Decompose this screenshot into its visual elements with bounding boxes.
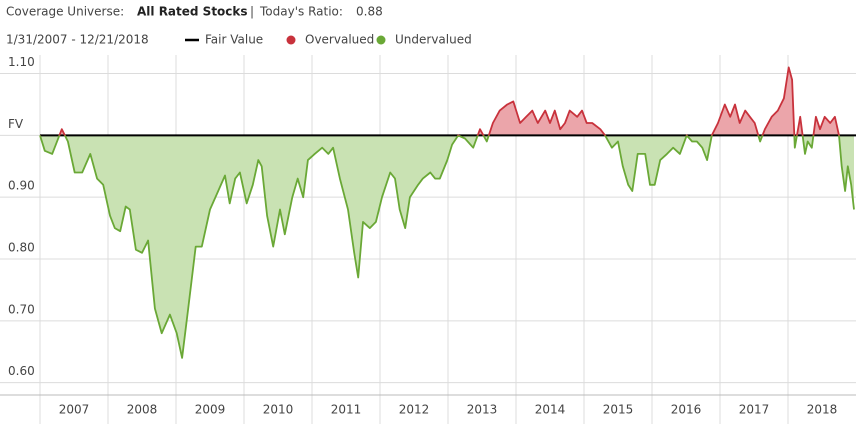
x-tick-label: 2018 <box>807 403 838 417</box>
x-tick-label: 2010 <box>263 403 294 417</box>
y-tick-label: 0.70 <box>8 302 35 316</box>
x-tick-label: 2008 <box>127 403 158 417</box>
valuation-area <box>40 67 854 358</box>
x-tick-label: 2017 <box>739 403 770 417</box>
y-tick-label: 0.60 <box>8 364 35 378</box>
x-tick-label: 2016 <box>671 403 702 417</box>
legend-label: Fair Value <box>205 33 263 47</box>
x-tick-label: 2015 <box>603 403 634 417</box>
valuation-line <box>39 66 855 359</box>
x-tick-label: 2013 <box>467 403 498 417</box>
legend-dot <box>286 35 296 45</box>
legend-label: Overvalued <box>305 33 374 47</box>
ratio-label: Today's Ratio: <box>259 5 343 19</box>
y-tick-label: 0.90 <box>8 179 35 193</box>
x-tick-label: 2012 <box>399 403 430 417</box>
legend-dot <box>376 35 386 45</box>
y-tick-label: 1.10 <box>8 55 35 69</box>
date-range: 1/31/2007 - 12/21/2018 <box>6 33 149 47</box>
x-tick-label: 2007 <box>59 403 90 417</box>
header-universe: All Rated Stocks <box>137 5 248 19</box>
header-label: Coverage Universe: <box>6 5 124 19</box>
y-tick-label: FV <box>8 117 24 131</box>
x-tick-label: 2011 <box>331 403 362 417</box>
x-tick-label: 2009 <box>195 403 226 417</box>
legend-label: Undervalued <box>395 33 472 47</box>
ratio-value: 0.88 <box>356 5 383 19</box>
x-tick-label: 2014 <box>535 403 566 417</box>
y-tick-label: 0.80 <box>8 241 35 255</box>
header-separator: | <box>250 5 254 19</box>
